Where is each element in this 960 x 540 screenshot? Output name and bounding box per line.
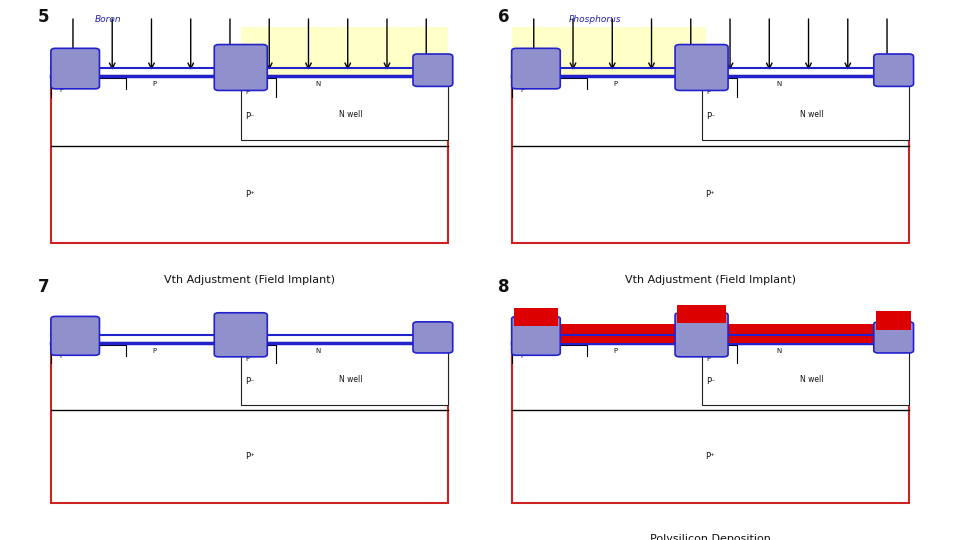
Text: P⁻: P⁻ [245,377,254,386]
Text: P: P [153,82,156,87]
FancyBboxPatch shape [512,49,561,89]
Text: Vth Adjustment (Field Implant): Vth Adjustment (Field Implant) [164,275,335,286]
Text: N: N [777,82,781,87]
Text: Vth Adjustment (Field Implant): Vth Adjustment (Field Implant) [625,275,796,286]
Text: P: P [706,356,710,362]
Bar [678,305,726,323]
FancyBboxPatch shape [512,316,561,355]
Bar [702,76,909,140]
Text: 6: 6 [498,8,510,26]
Text: P: P [60,87,63,93]
Bar [241,76,448,140]
Text: N well: N well [340,375,363,384]
FancyBboxPatch shape [51,316,100,355]
Bar [514,308,558,326]
Bar [51,76,448,243]
Text: P: P [520,353,524,359]
Text: P: P [245,356,250,362]
FancyBboxPatch shape [51,49,100,89]
Bar [241,27,448,76]
Bar [512,76,909,243]
Text: 8: 8 [498,278,510,296]
FancyBboxPatch shape [413,54,453,86]
FancyBboxPatch shape [675,44,728,90]
Text: N: N [316,82,321,87]
Text: P: P [706,90,710,96]
Text: P: P [245,90,250,96]
Text: P: P [613,348,617,354]
Text: N: N [316,348,321,354]
Text: N well: N well [801,110,824,119]
Bar [51,342,448,503]
FancyBboxPatch shape [874,54,914,86]
Text: 5: 5 [37,8,49,26]
Bar [512,27,706,76]
Text: P: P [153,348,156,354]
Text: Boron: Boron [95,15,122,24]
Bar [512,342,909,503]
Text: P: P [613,82,617,87]
Text: P⁺: P⁺ [706,452,715,461]
Text: 7: 7 [37,278,49,296]
FancyBboxPatch shape [874,322,914,353]
Text: P⁻: P⁻ [706,377,715,386]
Text: N: N [777,348,781,354]
Text: P⁺: P⁺ [706,190,715,199]
Text: P⁻: P⁻ [706,112,715,120]
Text: P⁻: P⁻ [245,112,254,120]
Bar [876,312,911,329]
Text: Phosphorus: Phosphorus [569,15,622,24]
Text: P: P [60,353,63,359]
Text: N well: N well [801,375,824,384]
Text: Polysilicon Deposition: Polysilicon Deposition [650,535,771,540]
Text: N well: N well [340,110,363,119]
Bar [241,342,448,405]
Bar [702,342,909,405]
Text: P⁺: P⁺ [245,190,254,199]
Text: P⁺: P⁺ [245,452,254,461]
FancyBboxPatch shape [675,313,728,357]
Bar [512,325,909,342]
FancyBboxPatch shape [214,313,267,357]
Text: P: P [520,87,524,93]
FancyBboxPatch shape [214,44,267,90]
FancyBboxPatch shape [413,322,453,353]
